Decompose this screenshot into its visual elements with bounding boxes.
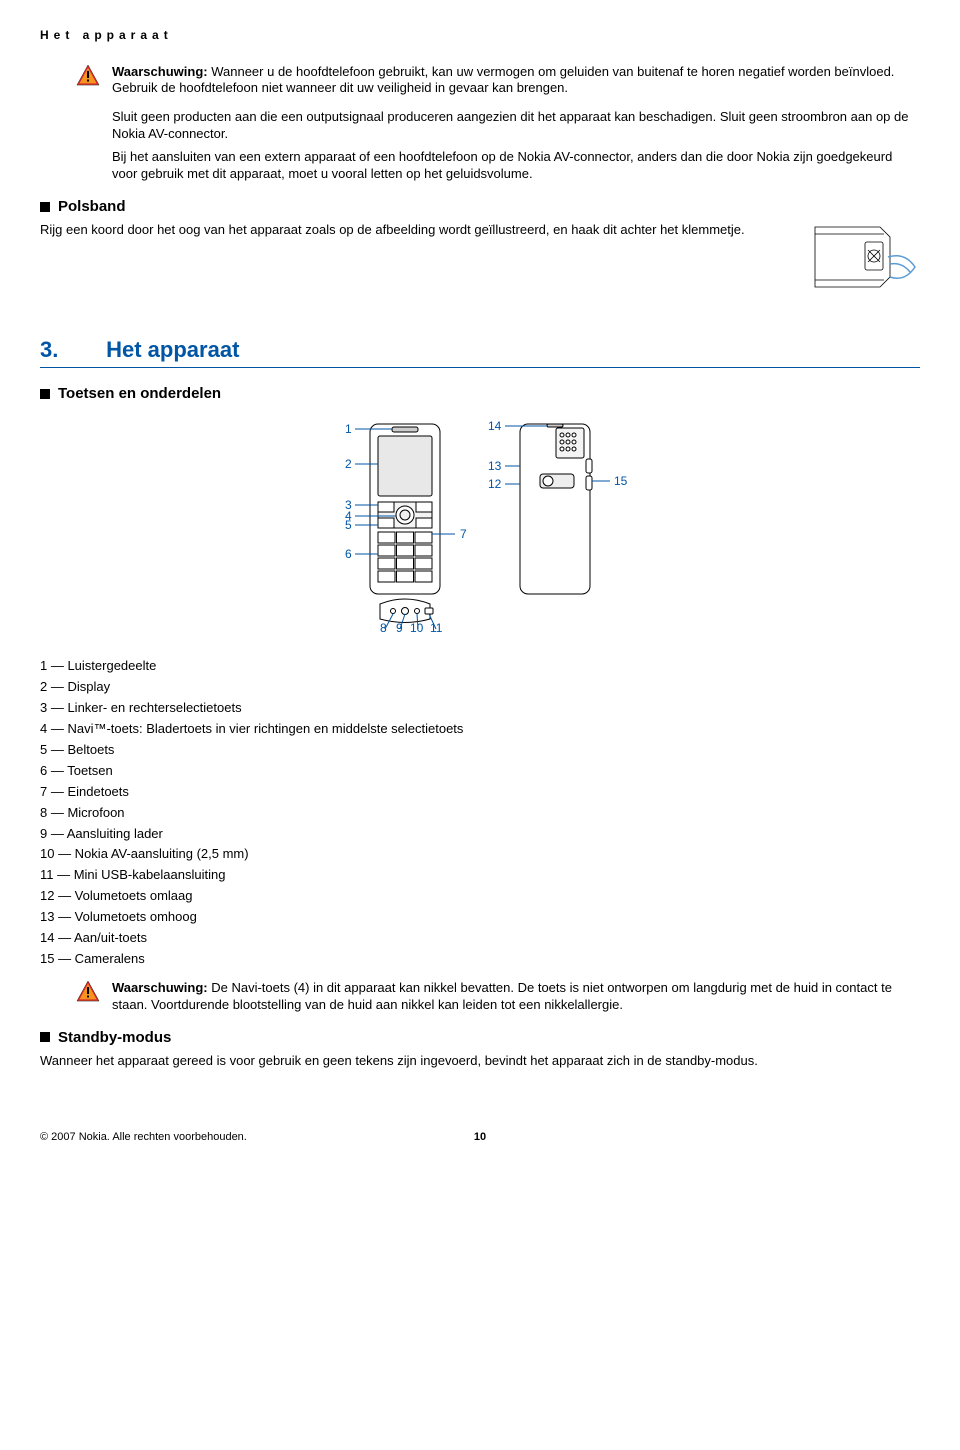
diagram-label-15: 15 — [614, 474, 628, 488]
diagram-label-8: 8 — [380, 621, 387, 634]
diagram-label-7: 7 — [460, 527, 467, 541]
diagram-label-5: 5 — [345, 518, 352, 532]
list-item: 8 — Microfoon — [40, 805, 920, 822]
list-item: 15 — Cameralens — [40, 951, 920, 968]
diagram-label-9: 9 — [396, 621, 403, 634]
warning-text-navi: Waarschuwing: De Navi-toets (4) in dit a… — [112, 980, 920, 1014]
diagram-label-11: 11 — [430, 621, 443, 634]
list-item: 13 — Volumetoets omhoog — [40, 909, 920, 926]
section-heading-standby: Standby-modus — [40, 1028, 920, 1048]
list-item: 9 — Aansluiting lader — [40, 826, 920, 843]
footer-page-number: 10 — [474, 1130, 486, 1144]
bullet-square-icon — [40, 1032, 50, 1042]
chapter-number: 3. — [40, 336, 100, 365]
warning-label: Waarschuwing: — [112, 64, 208, 79]
page-header: Het apparaat — [40, 28, 920, 44]
warning-block-navi: Waarschuwing: De Navi-toets (4) in dit a… — [76, 980, 920, 1014]
section-title: Standby-modus — [58, 1028, 171, 1048]
section-title: Polsband — [58, 197, 126, 217]
diagram-label-14: 14 — [488, 419, 502, 433]
diagram-label-2: 2 — [345, 457, 352, 471]
list-item: 3 — Linker- en rechterselectietoets — [40, 700, 920, 717]
chapter-title: 3. Het apparaat — [40, 336, 920, 368]
diagram-label-12: 12 — [488, 477, 502, 491]
list-item: 12 — Volumetoets omlaag — [40, 888, 920, 905]
bullet-square-icon — [40, 389, 50, 399]
list-item: 10 — Nokia AV-aansluiting (2,5 mm) — [40, 846, 920, 863]
chapter-name: Het apparaat — [106, 337, 239, 362]
list-item: 2 — Display — [40, 679, 920, 696]
diagram-label-1: 1 — [345, 422, 352, 436]
paragraph-external-device: Bij het aansluiten van een extern appara… — [112, 149, 920, 183]
warning-icon — [76, 980, 100, 1007]
bullet-square-icon — [40, 202, 50, 212]
diagram-label-10: 10 — [410, 621, 424, 634]
list-item: 7 — Eindetoets — [40, 784, 920, 801]
list-item: 6 — Toetsen — [40, 763, 920, 780]
list-item: 4 — Navi™-toets: Bladertoets in vier ric… — [40, 721, 920, 738]
footer-copyright: © 2007 Nokia. Alle rechten voorbehouden. — [40, 1130, 474, 1144]
polsband-illustration — [810, 222, 920, 302]
list-item: 11 — Mini USB-kabelaansluiting — [40, 867, 920, 884]
warning-body: De Navi-toets (4) in dit apparaat kan ni… — [112, 980, 892, 1012]
polsband-paragraph: Rijg een koord door het oog van het appa… — [40, 222, 920, 239]
paragraph-output-signal: Sluit geen producten aan die een outputs… — [112, 109, 920, 143]
warning-text-headset: Waarschuwing: Wanneer u de hoofdtelefoon… — [112, 64, 920, 98]
phone-diagram: 1 2 3 4 5 6 7 8 9 10 11 12 13 14 15 — [40, 414, 920, 639]
diagram-label-6: 6 — [345, 547, 352, 561]
list-item: 5 — Beltoets — [40, 742, 920, 759]
parts-list: 1 — Luistergedeelte 2 — Display 3 — Link… — [40, 658, 920, 967]
warning-label: Waarschuwing: — [112, 980, 208, 995]
page-footer: © 2007 Nokia. Alle rechten voorbehouden.… — [40, 1130, 920, 1144]
standby-paragraph: Wanneer het apparaat gereed is voor gebr… — [40, 1053, 920, 1070]
warning-icon — [76, 64, 100, 91]
warning-body: Wanneer u de hoofdtelefoon gebruikt, kan… — [112, 64, 894, 96]
list-item: 1 — Luistergedeelte — [40, 658, 920, 675]
section-title: Toetsen en onderdelen — [58, 384, 221, 404]
diagram-label-13: 13 — [488, 459, 502, 473]
warning-block-headset: Waarschuwing: Wanneer u de hoofdtelefoon… — [76, 64, 920, 98]
section-heading-toetsen: Toetsen en onderdelen — [40, 384, 920, 404]
list-item: 14 — Aan/uit-toets — [40, 930, 920, 947]
section-heading-polsband: Polsband — [40, 197, 920, 217]
